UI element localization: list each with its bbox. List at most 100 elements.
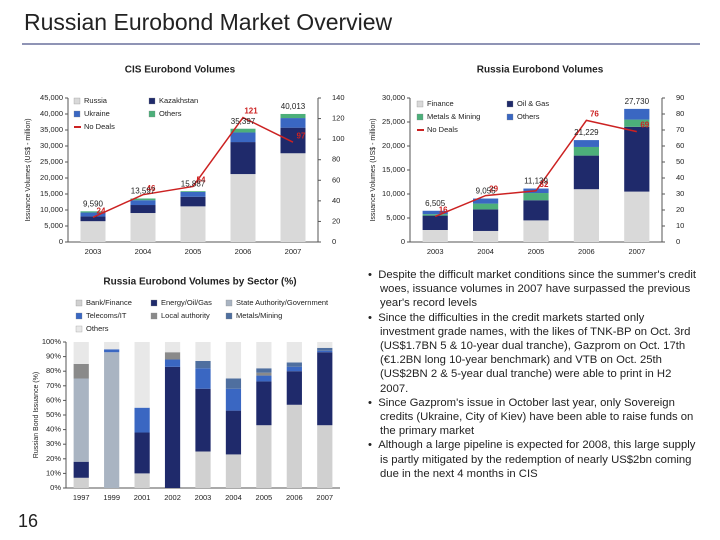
- legend-swatch: [75, 312, 83, 320]
- bar-segment: [523, 200, 549, 221]
- legend-label: Metals & Mining: [427, 112, 480, 121]
- bar-segment: [130, 213, 156, 242]
- deals-line: [92, 116, 294, 218]
- legend-label: Others: [86, 324, 109, 333]
- legend-swatch: [75, 299, 83, 307]
- total-label: 35,397: [231, 117, 256, 126]
- bar-segment: [624, 108, 650, 120]
- bar-segment: [317, 347, 333, 351]
- y2-tick-label: 50: [676, 157, 684, 166]
- total-label: 21,229: [574, 128, 599, 137]
- x-tick-label: 2005: [185, 247, 202, 256]
- legend-swatch: [150, 299, 158, 307]
- bar-segment: [624, 119, 650, 127]
- bar-segment: [230, 132, 256, 143]
- x-tick-label: 2007: [316, 493, 333, 502]
- legend-swatch: [148, 110, 156, 118]
- bar-segment: [134, 473, 150, 488]
- y-tick-label: 20,000: [40, 173, 63, 182]
- legend-swatch: [506, 100, 514, 108]
- bar-segment: [256, 342, 272, 369]
- y2-tick-label: 80: [676, 109, 684, 118]
- bar-segment: [180, 196, 206, 207]
- y-tick-label: 0: [401, 237, 405, 246]
- x-tick-label: 1997: [73, 493, 90, 502]
- bar-segment: [422, 230, 448, 242]
- y2-tick-label: 0: [332, 237, 336, 246]
- x-tick-label: 2007: [285, 247, 302, 256]
- x-tick-label: 2004: [135, 247, 152, 256]
- bar-segment: [134, 407, 150, 433]
- bar-segment: [225, 388, 242, 411]
- deals-label: 121: [244, 107, 258, 116]
- total-label: 11,139: [524, 177, 548, 186]
- bar-segment: [256, 372, 272, 376]
- bar-segment: [573, 155, 599, 190]
- deals-label: 32: [540, 180, 549, 189]
- legend-label: No Deals: [84, 122, 115, 131]
- bar-segment: [473, 209, 499, 231]
- bar-segment: [73, 342, 89, 364]
- y-tick-label: 30,000: [40, 141, 63, 150]
- bar-segment: [286, 371, 302, 405]
- legend-label: Metals/Mining: [236, 311, 282, 320]
- y2-tick-label: 40: [676, 173, 684, 182]
- bar-segment: [523, 193, 549, 201]
- y2-tick-label: 20: [676, 205, 684, 214]
- bar-segment: [104, 342, 120, 350]
- bar-segment: [195, 368, 211, 389]
- y-tick-label: 60%: [46, 395, 61, 404]
- x-tick-label: 2007: [628, 247, 645, 256]
- bar-segment: [624, 191, 650, 242]
- bar-segment: [164, 366, 181, 488]
- legend-label: Others: [159, 109, 182, 118]
- y2-tick-label: 70: [676, 125, 684, 134]
- bar-segment: [164, 359, 181, 367]
- y-tick-label: 100%: [42, 337, 62, 346]
- total-label: 27,730: [625, 97, 650, 106]
- y-tick-label: 45,000: [40, 93, 63, 102]
- legend-swatch: [73, 110, 81, 118]
- bar-segment: [230, 174, 256, 242]
- x-tick-label: 2001: [134, 493, 151, 502]
- legend-swatch: [73, 97, 81, 105]
- bar-segment: [286, 404, 302, 488]
- bar-segment: [225, 454, 242, 488]
- bar-segment: [134, 432, 150, 474]
- x-tick-label: 2004: [225, 493, 242, 502]
- deals-label: 54: [197, 176, 206, 185]
- y-tick-label: 80%: [46, 366, 61, 375]
- y-tick-label: 10,000: [382, 189, 405, 198]
- bar-segment: [280, 127, 306, 154]
- bar-segment: [195, 360, 211, 369]
- y-tick-label: 10%: [46, 468, 61, 477]
- bar-segment: [230, 128, 256, 133]
- bar-segment: [104, 349, 120, 353]
- x-tick-label: 2006: [286, 493, 303, 502]
- legend-swatch: [506, 113, 514, 121]
- chart-title: Russia Eurobond Volumes: [477, 65, 604, 76]
- bar-segment: [256, 375, 272, 382]
- y-axis-label: Issuance Volumes (US$ - million): [370, 118, 377, 221]
- legend-label: Bank/Finance: [86, 298, 132, 307]
- x-tick-label: 2004: [477, 247, 494, 256]
- y2-tick-label: 120: [332, 114, 345, 123]
- bar-segment: [317, 350, 333, 353]
- y-axis-label: Issuance Volumes (US$ - million): [25, 118, 32, 221]
- y2-tick-label: 40: [332, 196, 340, 205]
- y-axis-label: Russian Bond Issuance (%): [33, 372, 40, 458]
- bar-segment: [195, 342, 211, 361]
- bar-segment: [180, 191, 206, 192]
- bar-segment: [225, 378, 242, 389]
- deals-label: 46: [147, 184, 156, 193]
- legend-label: Telecoms/IT: [86, 311, 127, 320]
- bar-segment: [130, 205, 156, 214]
- total-label: 13,597: [131, 187, 156, 196]
- bar-segment: [73, 461, 89, 478]
- bar-segment: [256, 425, 272, 488]
- y-tick-label: 5,000: [386, 213, 405, 222]
- x-tick-label: 2003: [427, 247, 444, 256]
- bar-segment: [180, 206, 206, 242]
- bar-segment: [164, 342, 181, 353]
- chart-title: CIS Eurobond Volumes: [125, 65, 236, 76]
